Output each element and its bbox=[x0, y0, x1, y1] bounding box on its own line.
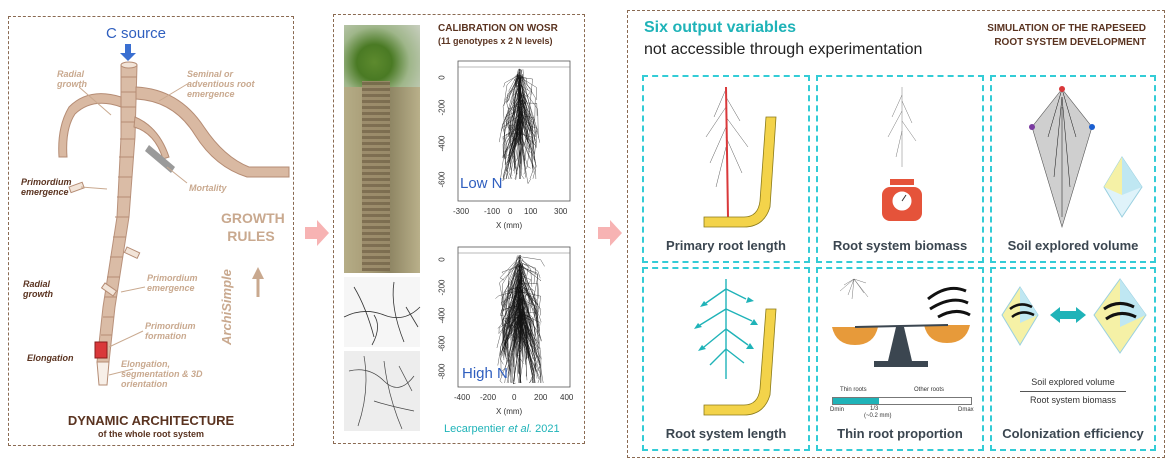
x-tick: 200 bbox=[534, 393, 548, 402]
cell-caption: Thin root proportion bbox=[837, 426, 963, 441]
simulation-title-line1: SIMULATION OF THE RAPESEED bbox=[987, 23, 1146, 34]
approx-label: (~0.2 mm) bbox=[864, 413, 892, 419]
y-tick: 0 bbox=[437, 257, 447, 262]
root-architecture-drawing bbox=[58, 44, 290, 386]
y-tick: -200 bbox=[437, 279, 447, 296]
x-tick: 0 bbox=[508, 207, 513, 216]
balance-illustration bbox=[832, 278, 971, 367]
cell-colonization-efficiency: Soil explored volume Root system biomass… bbox=[990, 267, 1156, 451]
calibration-subtitle: (11 genotypes x 2 N levels) bbox=[438, 36, 553, 46]
label-primordium-formation: Primordium formation bbox=[145, 321, 196, 341]
y-tick: -600 bbox=[437, 171, 447, 188]
cell-primary-root-length: Primary root length bbox=[642, 75, 810, 263]
output-subheading: not accessible through experimentation bbox=[644, 41, 923, 58]
ratio-line bbox=[1020, 391, 1126, 392]
thin-roots-label: Thin roots bbox=[840, 387, 867, 393]
scanned-roots-image-1 bbox=[343, 277, 421, 347]
y-tick: -400 bbox=[437, 135, 447, 152]
y-tick: 0 bbox=[437, 75, 447, 80]
y-tick: -400 bbox=[437, 307, 447, 324]
c-source-label: C source bbox=[106, 25, 167, 42]
thin-roots-bar bbox=[832, 397, 972, 405]
simulation-panel: Six output variables not accessible thro… bbox=[627, 10, 1165, 458]
citation-authors: Lecarpentier bbox=[444, 423, 509, 435]
flow-arrow-1-icon bbox=[305, 220, 329, 246]
x-tick: -300 bbox=[453, 207, 470, 216]
left-panel-subtitle: of the whole root system bbox=[97, 429, 204, 439]
root-system-length-illustration bbox=[694, 279, 777, 416]
y-tick: -200 bbox=[437, 99, 447, 116]
cell-root-system-biomass: Root system biomass bbox=[816, 75, 984, 263]
plot-low-n bbox=[457, 60, 571, 202]
label-elongation: Elongation bbox=[27, 353, 74, 363]
citation-year: 2021 bbox=[532, 423, 560, 435]
growth-rules-label: GROWTH RULES bbox=[221, 210, 285, 244]
cell-caption: Root system biomass bbox=[832, 238, 968, 253]
archisimple-label: ArchiSimple bbox=[219, 269, 234, 345]
label-radial-growth-left: Radial growth bbox=[23, 279, 53, 299]
cell-caption: Primary root length bbox=[666, 238, 786, 253]
flow-arrow-2-icon bbox=[598, 220, 622, 246]
cell-caption: Root system length bbox=[665, 426, 787, 441]
dynamic-architecture-panel: C source bbox=[8, 16, 294, 446]
output-heading: Six output variables bbox=[644, 19, 797, 36]
simulated-root-strands bbox=[499, 68, 540, 185]
cell-root-system-length: Root system length bbox=[642, 267, 810, 451]
x-tick: 400 bbox=[560, 393, 574, 402]
label-seminal-emergence: Seminal or adventious root emergence bbox=[187, 69, 255, 99]
label-mortality: Mortality bbox=[189, 183, 227, 193]
citation: Lecarpentier et al. 2021 bbox=[444, 423, 560, 435]
citation-etal: et al. bbox=[508, 423, 533, 435]
cell-caption: Colonization efficiency bbox=[1002, 426, 1144, 441]
cell-thin-root-proportion: Thin roots Other roots Dmin Dmax 1/3 (~0… bbox=[816, 267, 984, 451]
x-tick: -100 bbox=[484, 207, 501, 216]
x-tick: 100 bbox=[524, 207, 538, 216]
plot-high-n bbox=[457, 246, 571, 388]
colonization-illustration bbox=[1001, 278, 1147, 354]
scale-illustration bbox=[882, 87, 922, 221]
label-primordium-emergence-right: Primordium emergence bbox=[147, 273, 198, 293]
label-radial-growth-top: Radial growth bbox=[57, 69, 87, 89]
plot-high-n-label: High N bbox=[462, 365, 508, 382]
label-primordium-emergence-left: Primordium emergence bbox=[21, 177, 72, 197]
plot-high-n-xlabel: X (mm) bbox=[496, 407, 523, 416]
explored-volume-illustration bbox=[1029, 86, 1143, 229]
plot-low-n-label: Low N bbox=[460, 175, 503, 192]
y-tick: -600 bbox=[437, 335, 447, 352]
x-tick: -200 bbox=[480, 393, 497, 402]
x-tick: -400 bbox=[454, 393, 471, 402]
cell-soil-explored-volume: Soil explored volume bbox=[990, 75, 1156, 263]
left-panel-title: DYNAMIC ARCHITECTURE bbox=[67, 413, 235, 428]
third-label: 1/3 bbox=[870, 406, 879, 412]
x-tick: 0 bbox=[512, 393, 517, 402]
thin-roots-bar-fill bbox=[833, 398, 879, 404]
calibration-panel: CALIBRATION ON WOSR (11 genotypes x 2 N … bbox=[333, 14, 585, 444]
dmax-label: Dmax bbox=[958, 407, 974, 413]
other-roots-label: Other roots bbox=[914, 387, 945, 393]
x-tick: 300 bbox=[554, 207, 568, 216]
dmin-label: Dmin bbox=[830, 407, 845, 413]
ratio-denominator: Root system biomass bbox=[1029, 395, 1117, 405]
y-tick: -800 bbox=[437, 363, 447, 380]
calibration-title: CALIBRATION ON WOSR bbox=[438, 23, 558, 34]
cell-caption: Soil explored volume bbox=[1007, 238, 1139, 253]
simulation-title-line2: ROOT SYSTEM DEVELOPMENT bbox=[994, 37, 1146, 48]
scanned-roots-image-2 bbox=[344, 351, 420, 431]
ratio-numerator: Soil explored volume bbox=[1031, 377, 1115, 387]
root-column-photo bbox=[344, 25, 420, 273]
plot-low-n-xlabel: X (mm) bbox=[496, 221, 523, 230]
label-elongation-segmentation: Elongation, segmentation & 3D orientatio… bbox=[121, 359, 203, 389]
primary-root-length-illustration bbox=[703, 86, 777, 228]
